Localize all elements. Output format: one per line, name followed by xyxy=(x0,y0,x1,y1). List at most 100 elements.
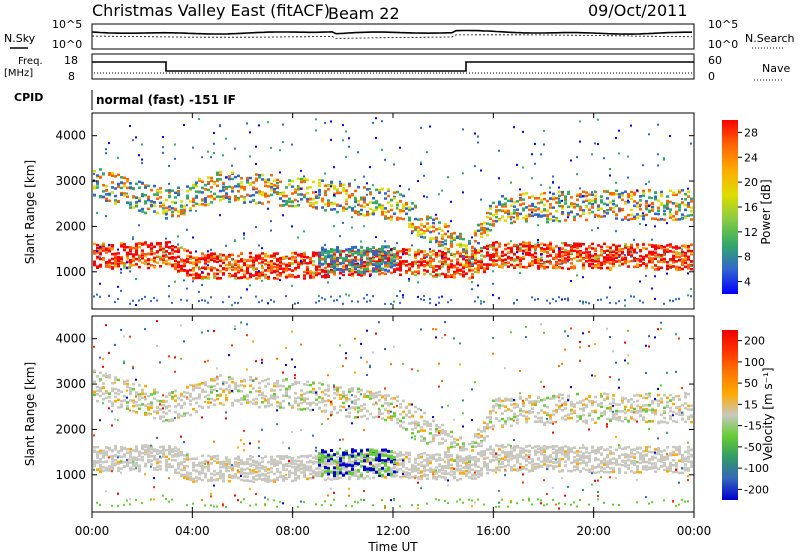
scatter-cell xyxy=(255,360,257,363)
upper-band-cell xyxy=(294,205,297,208)
scatter-cell xyxy=(654,297,656,300)
upper-band-cell xyxy=(585,194,588,198)
ground-band-cell xyxy=(651,261,654,264)
near-range-cell xyxy=(129,503,131,506)
ground-band-cell xyxy=(255,273,258,277)
scatter-cell xyxy=(168,458,170,461)
ground-band-cell xyxy=(561,266,564,270)
upper-band-cell xyxy=(339,184,342,187)
scatter-cell xyxy=(420,161,422,164)
patch-cell xyxy=(384,268,387,272)
upper-band-cell xyxy=(273,184,276,187)
upper-band-cell xyxy=(252,187,255,191)
ground-band-cell xyxy=(126,451,129,454)
upper-band-cell xyxy=(621,191,624,195)
ground-band-cell xyxy=(288,273,291,277)
ground-band-cell xyxy=(537,259,540,263)
upper-band-cell xyxy=(222,189,225,192)
scatter-cell xyxy=(615,181,617,184)
ground-band-cell xyxy=(111,460,114,463)
scatter-cell xyxy=(246,334,248,337)
upper-band-cell xyxy=(228,200,231,204)
upper-band-cell xyxy=(219,170,222,174)
ground-band-cell xyxy=(465,265,468,268)
upper-band-cell xyxy=(399,193,402,196)
upper-band-cell xyxy=(258,173,261,177)
upper-band-cell xyxy=(270,184,273,187)
scatter-cell xyxy=(216,390,218,392)
near-range-cell xyxy=(513,302,515,305)
ground-band-cell xyxy=(165,245,168,249)
ground-band-cell xyxy=(639,258,642,261)
ground-band-cell xyxy=(636,264,639,268)
ground-band-cell xyxy=(330,270,333,274)
ground-band-cell xyxy=(114,258,117,261)
upper-band-cell xyxy=(552,219,555,222)
scatter-cell xyxy=(402,253,404,256)
ground-band-cell xyxy=(351,265,354,268)
ground-band-cell xyxy=(474,259,477,263)
upper-band-cell xyxy=(186,194,189,198)
scatter-cell xyxy=(195,250,197,253)
upper-band-cell xyxy=(645,201,648,205)
upper-band-cell xyxy=(201,180,204,183)
ground-band-cell xyxy=(684,251,687,255)
upper-band-cell xyxy=(243,197,246,200)
ground-band-cell xyxy=(576,253,579,256)
upper-band-cell xyxy=(567,211,570,215)
ground-band-cell xyxy=(168,246,171,249)
ground-band-cell xyxy=(267,264,270,267)
scatter-cell xyxy=(447,230,449,233)
upper-band-cell xyxy=(303,397,306,400)
upper-band-cell xyxy=(177,414,180,418)
ground-band-cell xyxy=(126,461,129,465)
ground-band-cell xyxy=(684,245,687,249)
upper-band-cell xyxy=(525,206,528,209)
scatter-cell xyxy=(657,164,659,167)
scatter-cell xyxy=(669,135,671,137)
upper-band-cell xyxy=(543,208,546,211)
upper-band-cell xyxy=(276,395,279,399)
ground-band-cell xyxy=(165,262,168,266)
upper-band-cell xyxy=(180,404,183,408)
upper-band-cell xyxy=(465,253,468,257)
ground-band-cell xyxy=(213,478,216,482)
upper-band-cell xyxy=(516,217,519,221)
ground-band-cell xyxy=(177,451,180,454)
ground-band-cell xyxy=(609,262,612,265)
patch-cell xyxy=(354,245,357,249)
scatter-cell xyxy=(141,162,143,165)
ground-band-cell xyxy=(150,455,153,458)
ground-band-cell xyxy=(564,244,567,247)
scatter-cell xyxy=(438,193,440,196)
ground-band-cell xyxy=(288,268,291,271)
upper-band-cell xyxy=(231,177,234,181)
upper-band-cell xyxy=(144,211,147,215)
scatter-cell xyxy=(474,132,476,135)
upper-band-cell xyxy=(558,201,561,204)
ground-band-cell xyxy=(192,457,195,460)
scatter-cell xyxy=(225,394,227,397)
scatter-cell xyxy=(669,267,671,270)
ground-band-cell xyxy=(102,243,105,247)
upper-band-cell xyxy=(354,200,357,204)
ground-band-cell xyxy=(549,241,552,245)
upper-band-cell xyxy=(279,180,282,184)
ground-band-cell xyxy=(192,469,195,472)
near-range-cell xyxy=(534,298,536,301)
upper-band-cell xyxy=(390,204,393,207)
ground-band-cell xyxy=(543,265,546,269)
upper-band-cell xyxy=(564,197,567,200)
ground-band-cell xyxy=(189,251,192,254)
upper-band-cell xyxy=(675,210,678,214)
scatter-cell xyxy=(258,440,260,443)
upper-band-cell xyxy=(585,199,588,202)
ground-band-cell xyxy=(138,246,141,249)
scatter-cell xyxy=(480,169,482,172)
scatter-cell xyxy=(345,130,347,133)
upper-band-cell xyxy=(480,232,483,235)
upper-band-cell xyxy=(306,391,309,394)
upper-band-cell xyxy=(609,192,612,196)
ground-band-cell xyxy=(207,469,210,472)
ground-band-cell xyxy=(366,269,369,273)
